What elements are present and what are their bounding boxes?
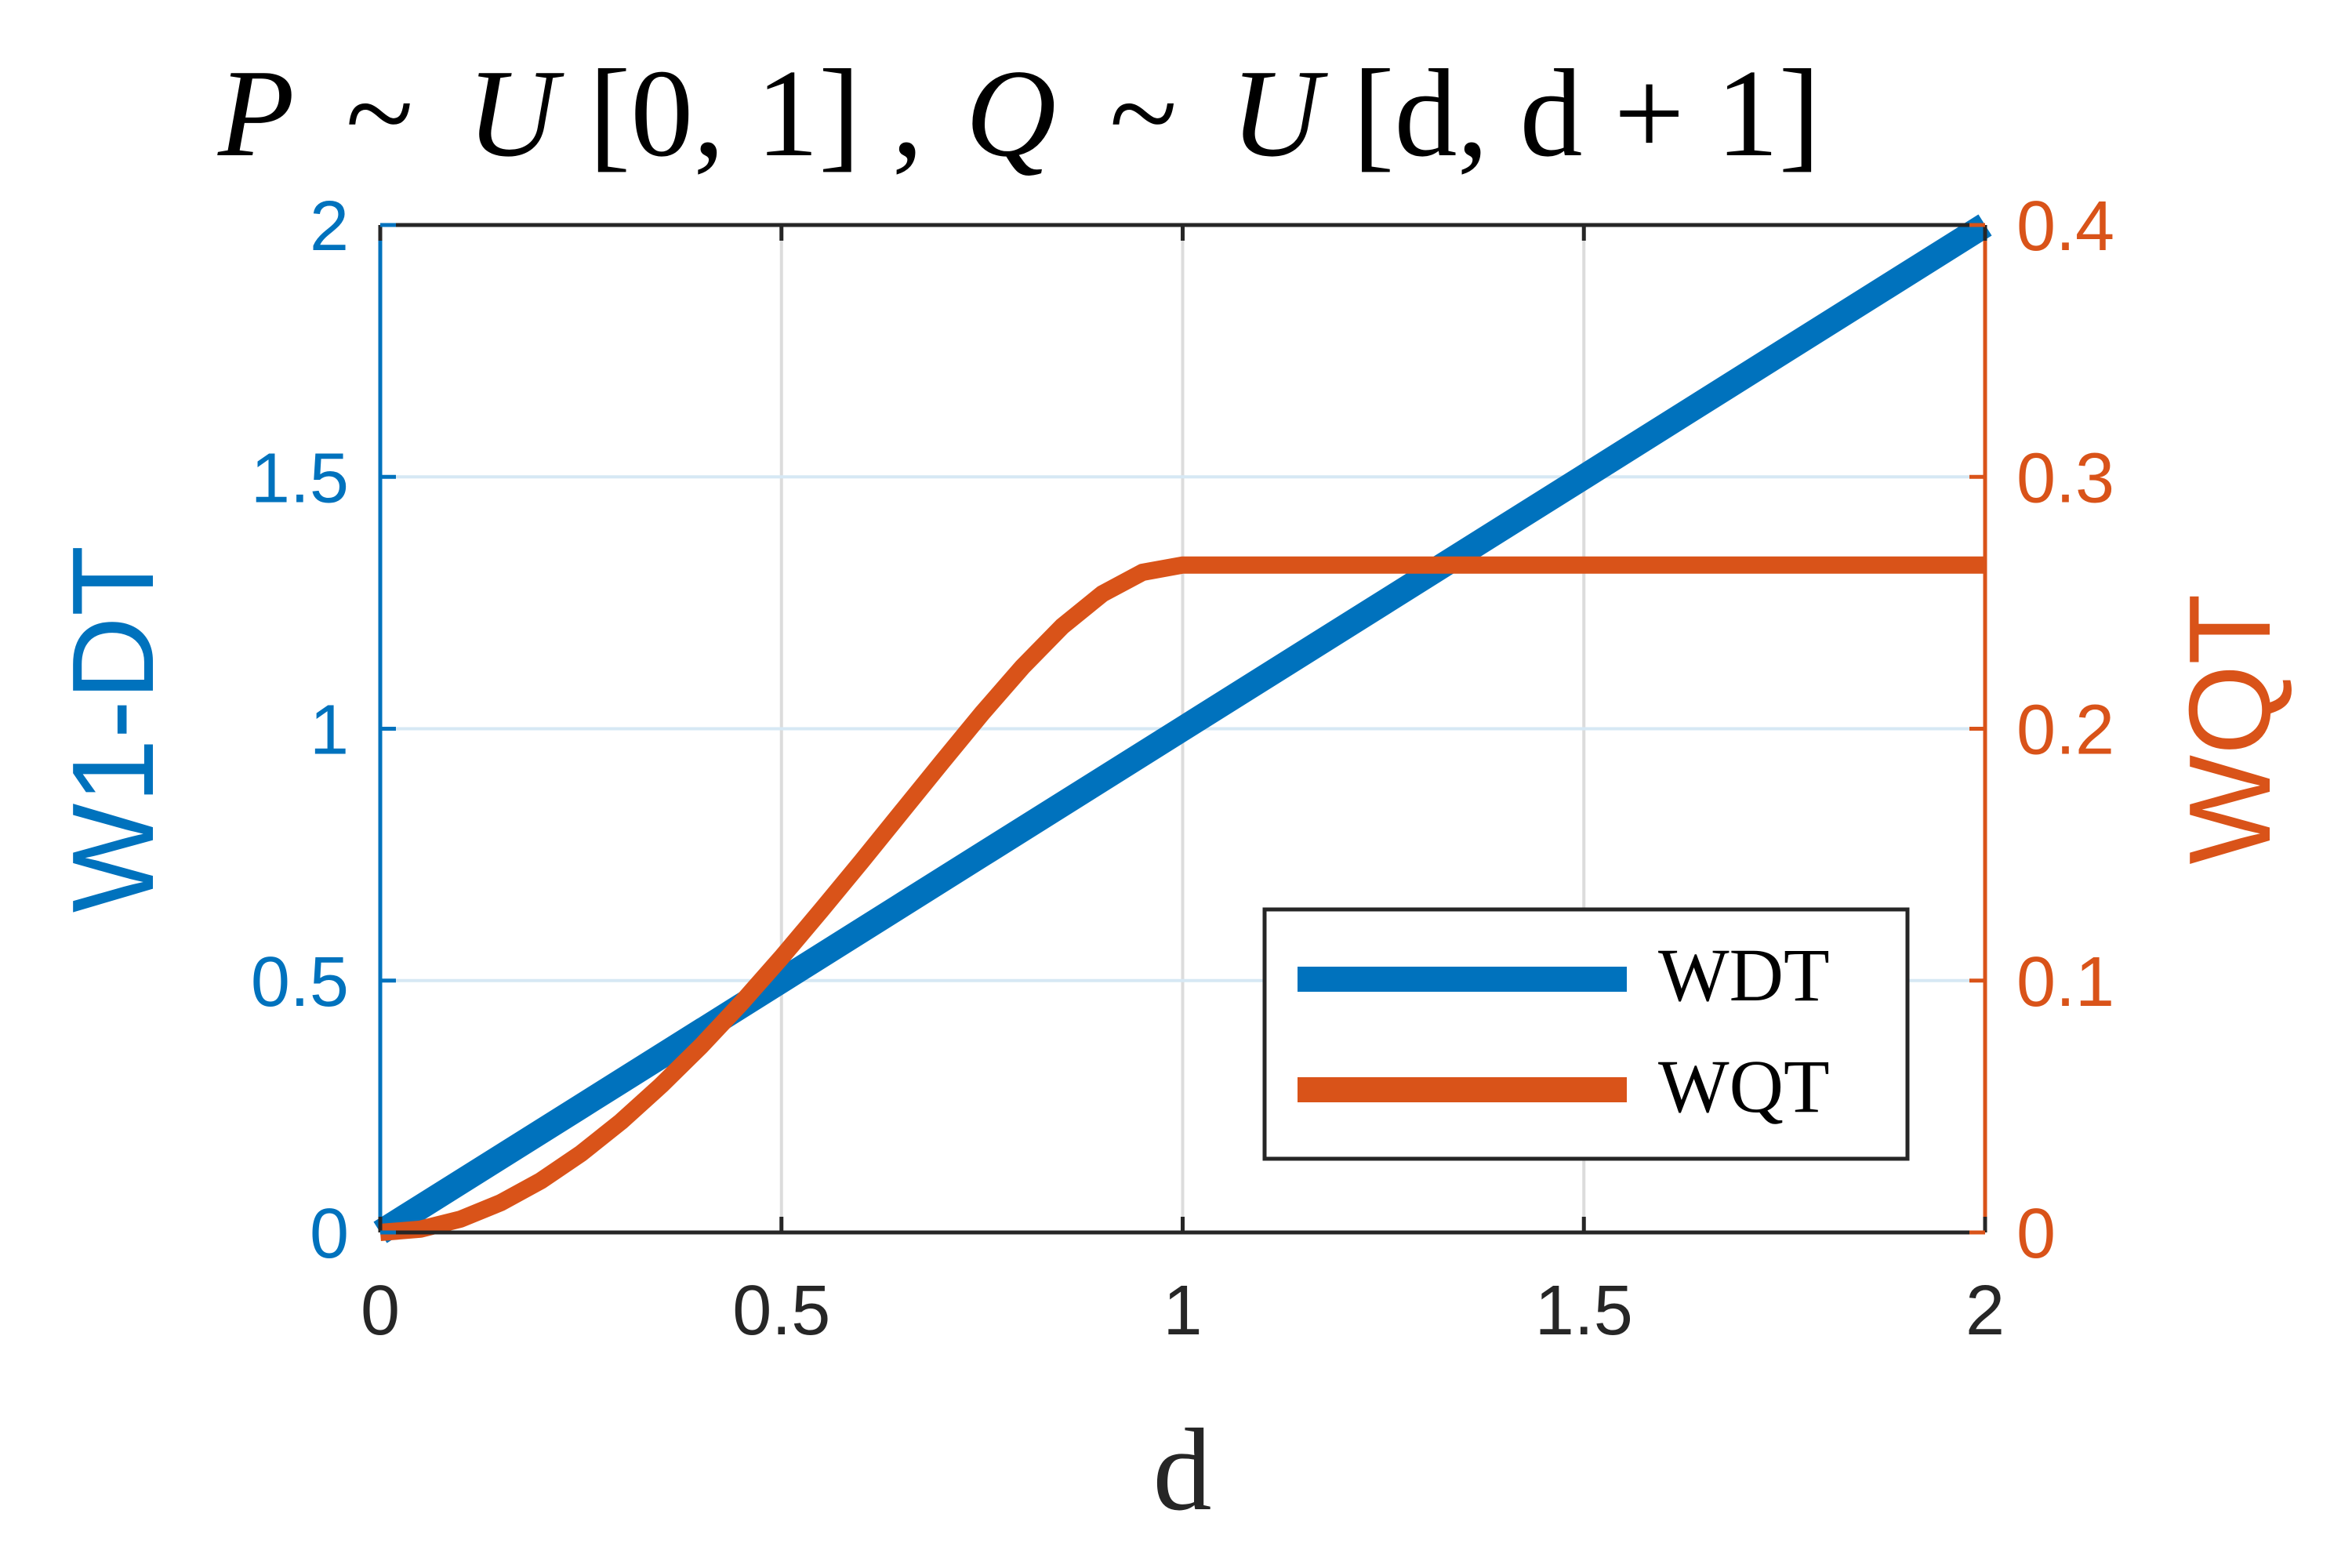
- chart-title: P ~ U [0, 1] , Q ~ U [d, d + 1]: [217, 43, 1820, 183]
- y-left-tick-label: 0: [310, 1195, 349, 1273]
- y-left-tick-label: 0.5: [251, 943, 349, 1022]
- title-p: P: [217, 43, 292, 183]
- y-right-tick-label: 0.1: [2016, 943, 2114, 1022]
- y-right-tick-label: 0.2: [2016, 691, 2114, 770]
- legend-label-wdt: WDT: [1658, 933, 1830, 1017]
- title-comma: ,: [892, 43, 924, 183]
- series-layer: [373, 214, 1992, 1243]
- title-u-2: U: [1231, 43, 1329, 183]
- y-axis-left-title: W1-DT: [49, 546, 178, 913]
- title-q: Q: [966, 43, 1057, 183]
- title-u-1: U: [466, 43, 564, 183]
- y-left-tick-label: 1: [310, 691, 349, 770]
- x-tick-label: 1: [1163, 1272, 1202, 1350]
- y-right-tick-label: 0: [2016, 1195, 2056, 1273]
- legend: WDT WQT: [1262, 907, 1910, 1161]
- y-right-tick-label: 0.3: [2016, 439, 2114, 517]
- title-range-1: [0, 1]: [589, 43, 861, 183]
- legend-label-wqt: WQT: [1658, 1044, 1830, 1128]
- legend-box: [1262, 907, 1910, 1161]
- title-sim-1: ~: [346, 43, 414, 183]
- series-line-wdt: [373, 214, 1992, 1243]
- x-tick-label: 2: [1965, 1272, 2005, 1350]
- y-left-tick-label: 1.5: [251, 439, 349, 517]
- x-tick-label: 0.5: [732, 1272, 830, 1350]
- title-range-2: [d, d + 1]: [1352, 43, 1820, 183]
- x-tick-label: 1.5: [1535, 1272, 1633, 1350]
- y-left-tick-label: 2: [310, 187, 349, 266]
- y-right-tick-label: 0.4: [2016, 187, 2114, 266]
- series-line-wqt: [379, 556, 1985, 1241]
- y-axis-right-title: WQT: [2165, 593, 2295, 864]
- x-axis-title: d: [1153, 1405, 1212, 1535]
- x-tick-label: 0: [361, 1272, 400, 1350]
- title-sim-2: ~: [1109, 43, 1178, 183]
